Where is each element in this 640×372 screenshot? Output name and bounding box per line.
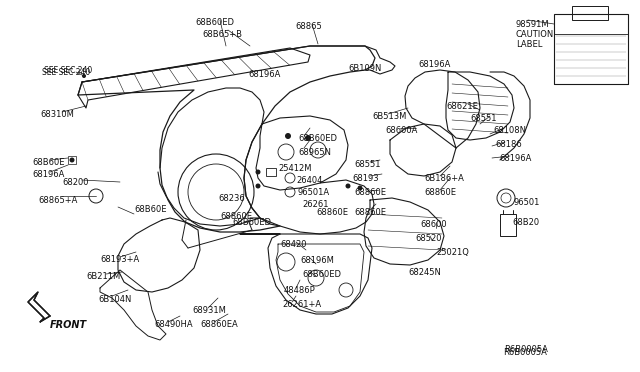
Text: 68B20: 68B20 bbox=[512, 218, 539, 227]
Circle shape bbox=[255, 170, 260, 174]
Text: 68B60E: 68B60E bbox=[134, 205, 166, 214]
Circle shape bbox=[358, 186, 362, 190]
Text: 96501: 96501 bbox=[514, 198, 540, 207]
Text: 68865+A: 68865+A bbox=[38, 196, 77, 205]
Text: FRONT: FRONT bbox=[50, 320, 87, 330]
Text: 68108N: 68108N bbox=[493, 126, 526, 135]
Circle shape bbox=[70, 157, 74, 163]
Text: 68965N: 68965N bbox=[298, 148, 331, 157]
Text: 68860E: 68860E bbox=[354, 188, 386, 197]
Text: 25021Q: 25021Q bbox=[436, 248, 469, 257]
Text: 68520: 68520 bbox=[415, 234, 442, 243]
Text: CAUTION: CAUTION bbox=[516, 30, 554, 39]
Text: SEE SEC 240: SEE SEC 240 bbox=[42, 68, 90, 77]
Text: 26404: 26404 bbox=[296, 176, 323, 185]
Circle shape bbox=[305, 135, 311, 141]
Text: 68B60ED: 68B60ED bbox=[298, 134, 337, 143]
Text: 68B60ED: 68B60ED bbox=[302, 270, 341, 279]
Text: 6B104N: 6B104N bbox=[98, 295, 131, 304]
Polygon shape bbox=[28, 292, 50, 322]
Text: 68551: 68551 bbox=[354, 160, 381, 169]
Bar bbox=[500, 214, 516, 236]
Text: LABEL: LABEL bbox=[516, 40, 542, 49]
Text: 26261: 26261 bbox=[302, 200, 328, 209]
Text: 98591M: 98591M bbox=[516, 20, 550, 29]
Text: 68600A: 68600A bbox=[385, 126, 417, 135]
Text: 68621E: 68621E bbox=[446, 102, 478, 111]
Text: 68860E: 68860E bbox=[220, 212, 252, 221]
Text: 68865: 68865 bbox=[295, 22, 322, 31]
Text: 68193: 68193 bbox=[352, 174, 379, 183]
Text: 68931M: 68931M bbox=[192, 306, 226, 315]
Text: 48486P: 48486P bbox=[284, 286, 316, 295]
Text: 68200: 68200 bbox=[62, 178, 88, 187]
Text: 68B60E: 68B60E bbox=[32, 158, 65, 167]
Circle shape bbox=[285, 133, 291, 139]
Text: 68245N: 68245N bbox=[408, 268, 441, 277]
Text: 68860E: 68860E bbox=[424, 188, 456, 197]
Bar bbox=[572, 6, 608, 20]
Bar bbox=[554, 14, 628, 84]
Text: 68196A: 68196A bbox=[32, 170, 65, 179]
Text: 96501A: 96501A bbox=[298, 188, 330, 197]
Bar bbox=[554, 34, 628, 84]
Circle shape bbox=[255, 183, 260, 189]
Text: 68196M: 68196M bbox=[300, 256, 334, 265]
Text: 68B60ED: 68B60ED bbox=[232, 218, 271, 227]
Text: 68186: 68186 bbox=[495, 140, 522, 149]
Text: 68600: 68600 bbox=[420, 220, 447, 229]
Circle shape bbox=[346, 183, 351, 189]
Text: 68B65+B: 68B65+B bbox=[202, 30, 242, 39]
Text: 68860E: 68860E bbox=[354, 208, 386, 217]
Text: SEE SEC 240: SEE SEC 240 bbox=[44, 65, 92, 74]
Bar bbox=[266, 168, 276, 176]
Text: 6B211M: 6B211M bbox=[86, 272, 120, 281]
Text: 6B513M: 6B513M bbox=[372, 112, 406, 121]
Text: 68310M: 68310M bbox=[40, 110, 74, 119]
Text: 68860EA: 68860EA bbox=[200, 320, 237, 329]
Text: R6B0005A: R6B0005A bbox=[503, 348, 547, 357]
Text: 68196A: 68196A bbox=[248, 70, 280, 79]
Text: R6B0005A: R6B0005A bbox=[504, 346, 548, 355]
Text: 68196A: 68196A bbox=[418, 60, 451, 69]
Text: 6B186+A: 6B186+A bbox=[424, 174, 464, 183]
Text: 68490HA: 68490HA bbox=[154, 320, 193, 329]
Text: 68420: 68420 bbox=[280, 240, 307, 249]
Text: 68860E: 68860E bbox=[316, 208, 348, 217]
Bar bbox=[68, 156, 76, 164]
Circle shape bbox=[82, 74, 86, 78]
Text: 68551: 68551 bbox=[470, 114, 497, 123]
Text: 68193+A: 68193+A bbox=[100, 255, 140, 264]
Text: 26261+A: 26261+A bbox=[282, 300, 321, 309]
Text: 25412M: 25412M bbox=[278, 164, 312, 173]
Text: 68236: 68236 bbox=[218, 194, 244, 203]
Text: 68196A: 68196A bbox=[499, 154, 531, 163]
Text: 68B60ED: 68B60ED bbox=[195, 18, 234, 27]
Text: 6B109N: 6B109N bbox=[348, 64, 381, 73]
